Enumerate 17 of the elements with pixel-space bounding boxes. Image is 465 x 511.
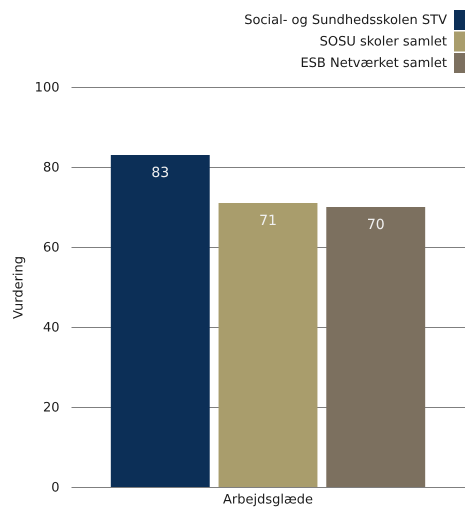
bar — [326, 207, 426, 487]
legend-label: SOSU skoler samlet — [320, 34, 447, 50]
bar — [218, 203, 318, 487]
bar — [110, 155, 210, 487]
x-tick-label: Arbejdsglæde — [222, 492, 314, 508]
y-axis-title: Vurdering — [12, 256, 27, 320]
y-tick-label: 80 — [42, 160, 60, 176]
data-label: 83 — [151, 165, 170, 181]
data-label: 71 — [259, 213, 277, 229]
y-tick-label: 60 — [42, 240, 60, 256]
data-label: 70 — [366, 217, 385, 233]
y-tick-label: 0 — [51, 480, 60, 496]
y-tick-label: 20 — [42, 400, 60, 416]
y-tick-label: 40 — [42, 320, 60, 336]
legend-label: Social- og Sundhedsskolen STV — [244, 13, 448, 28]
legend-label: ESB Netværket samlet — [300, 56, 447, 71]
y-tick-label: 100 — [34, 80, 60, 96]
